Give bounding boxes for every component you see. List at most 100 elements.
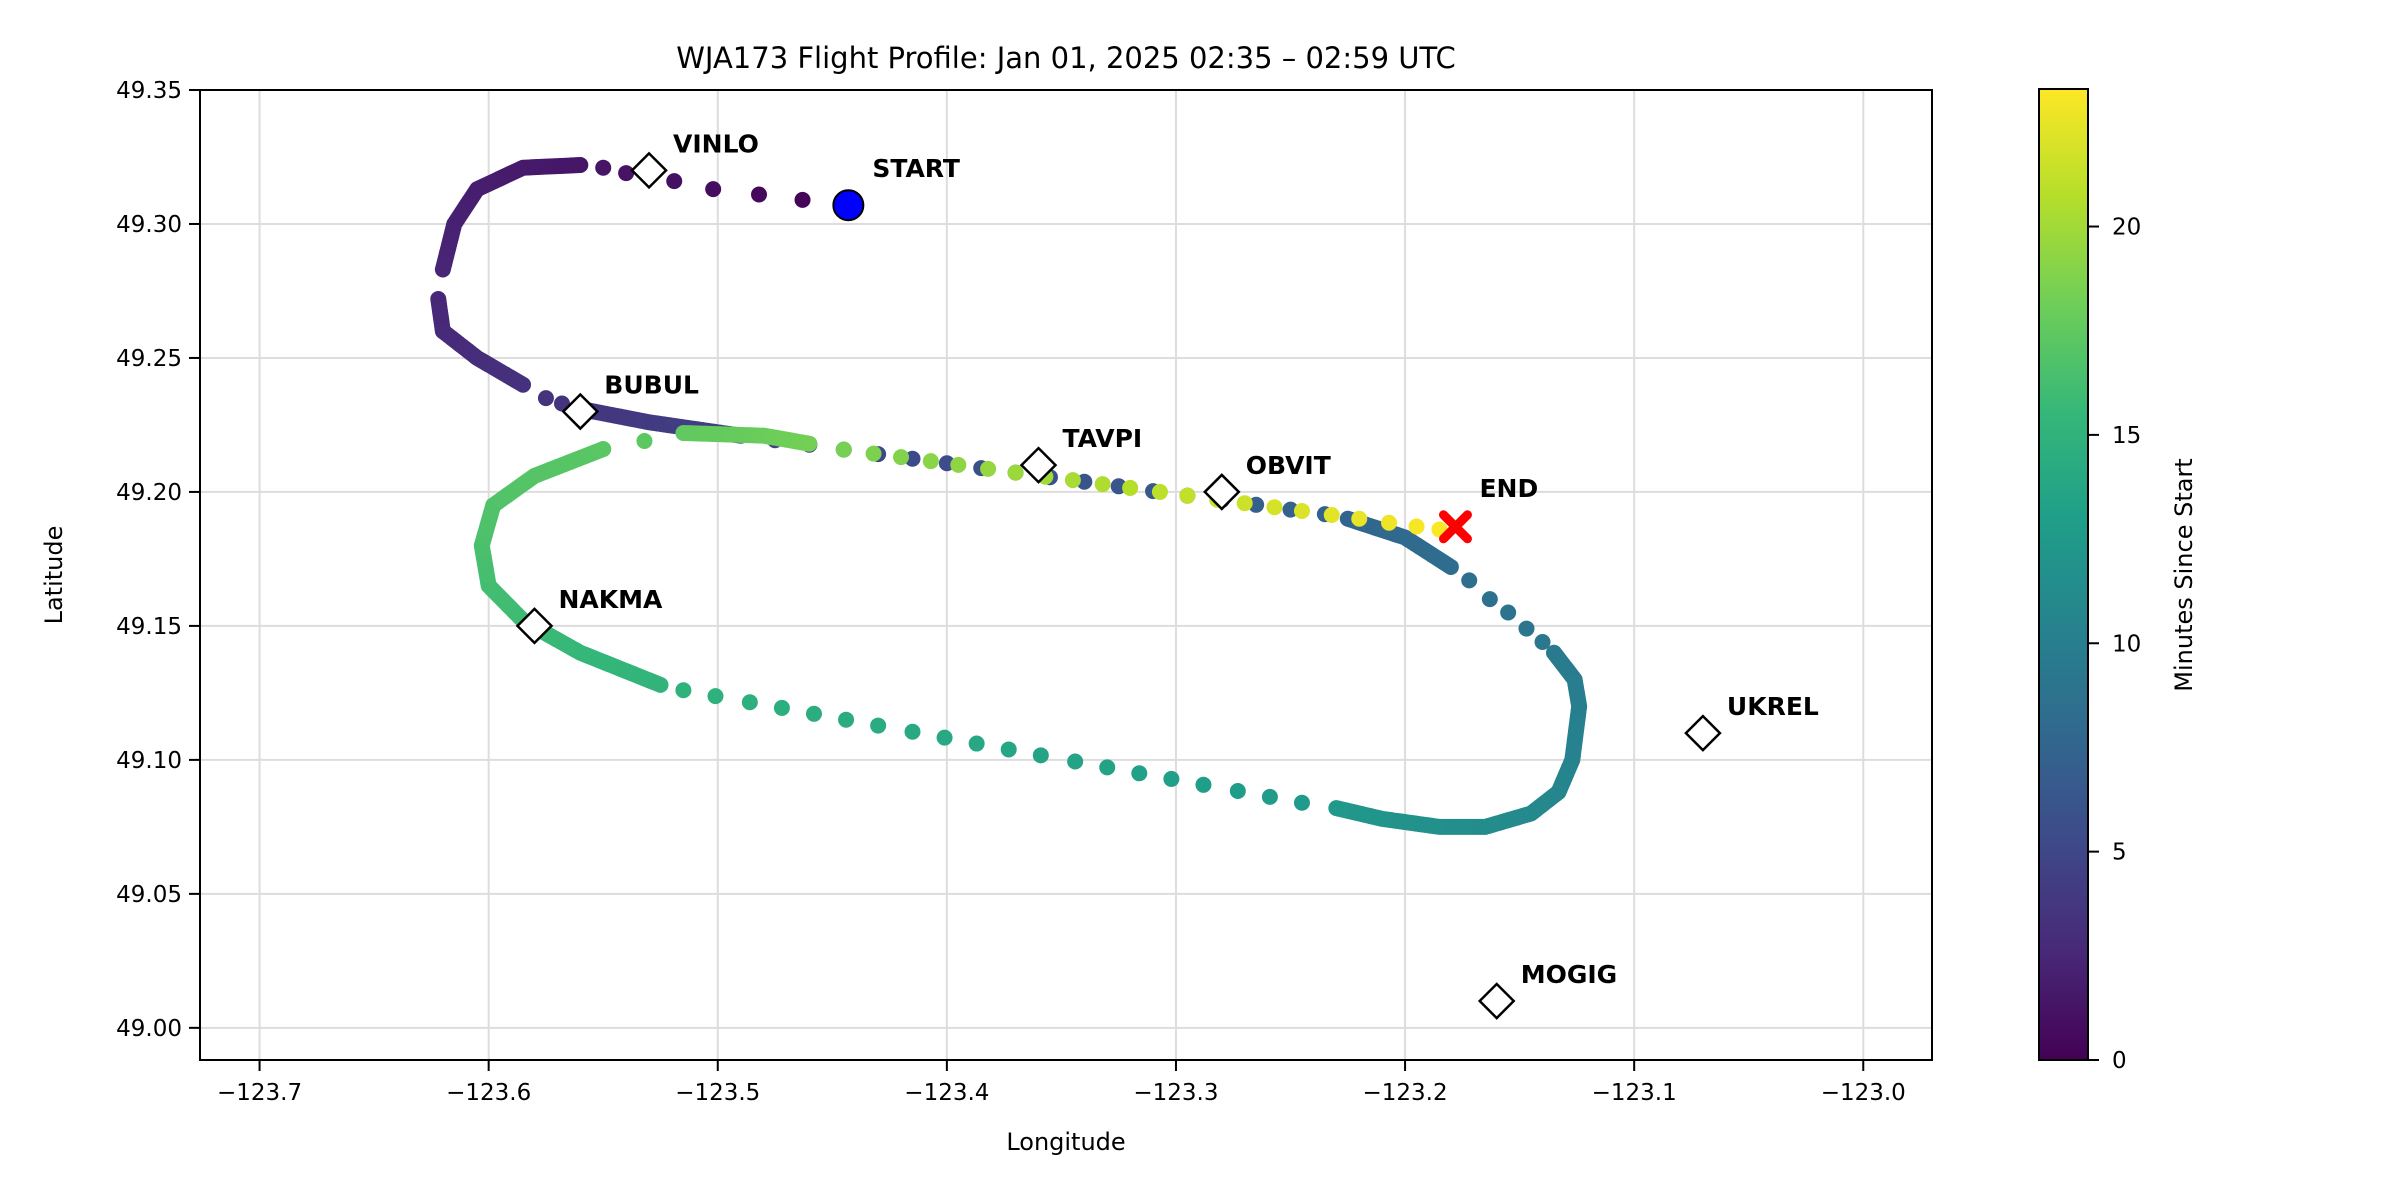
track-point <box>1481 591 1498 608</box>
y-axis: 49.00 49.05 49.10 49.15 49.20 49.25 49.30 49.35 <box>116 78 200 1042</box>
end-marker-x-icon <box>1438 510 1472 544</box>
track-point <box>1000 741 1017 758</box>
colorbar-gradient <box>2038 88 2089 1061</box>
waypoint-diamond-icon <box>630 151 668 190</box>
track-point <box>922 453 939 470</box>
colorbar: 0 5 10 15 20 Minutes Since Start <box>2038 88 2198 1074</box>
start-label: START <box>872 154 960 183</box>
track-point <box>537 390 554 407</box>
track-point <box>666 173 683 190</box>
y-tick-label: 49.00 <box>116 1016 182 1042</box>
waypoint-label: MOGIG <box>1521 960 1617 989</box>
track-point <box>870 717 887 734</box>
track-point <box>980 460 997 477</box>
track-point <box>950 456 967 473</box>
colorbar-tick-label: 10 <box>2112 631 2141 657</box>
track-point <box>1131 765 1148 782</box>
colorbar-label: Minutes Since Start <box>2170 458 2198 691</box>
track-point <box>1261 788 1278 805</box>
y-tick-label: 49.20 <box>116 480 182 506</box>
waypoint-diamond-icon <box>1684 714 1722 752</box>
track-point <box>741 694 758 711</box>
track-point <box>1032 747 1049 764</box>
track-point <box>1067 753 1084 770</box>
track-point <box>1293 794 1310 811</box>
grid <box>200 89 1932 1060</box>
track-point <box>1266 499 1283 516</box>
x-tick-label: −123.0 <box>1821 1080 1906 1106</box>
waypoint-label: TAVPI <box>1063 424 1143 453</box>
markers: VINLO BUBUL TAVPI OBVIT NAKMA UKREL MOGIG START… <box>515 129 1819 1020</box>
track-point <box>636 433 653 450</box>
y-tick-label: 49.10 <box>116 748 182 774</box>
x-tick-label: −123.5 <box>675 1080 760 1106</box>
track-point <box>1064 472 1081 489</box>
x-tick-label: −123.6 <box>446 1080 531 1106</box>
track-point <box>1534 633 1551 650</box>
colorbar-tick-label: 0 <box>2112 1048 2127 1074</box>
track-point <box>618 165 635 182</box>
track-point <box>705 181 722 198</box>
waypoint-label: BUBUL <box>604 371 699 400</box>
track-point <box>773 699 790 716</box>
track-point <box>1236 495 1253 512</box>
track-point <box>751 186 768 203</box>
waypoint-label: VINLO <box>673 129 759 158</box>
track-point <box>794 191 811 208</box>
colorbar-tick-label: 5 <box>2112 840 2127 866</box>
x-tick-label: −123.1 <box>1592 1080 1677 1106</box>
colorbar-tick-label: 20 <box>2112 215 2141 241</box>
track-point <box>1518 620 1535 637</box>
y-tick-label: 49.25 <box>116 346 182 372</box>
track-point <box>936 729 953 746</box>
track-point <box>968 735 985 752</box>
track-point <box>1099 759 1116 776</box>
track-point <box>1351 510 1368 527</box>
plot-frame <box>199 89 1933 1061</box>
x-axis-label: Longitude <box>1006 1128 1125 1156</box>
start-marker-icon <box>832 189 865 222</box>
x-tick-label: −123.7 <box>217 1080 302 1106</box>
track-point <box>1293 502 1310 519</box>
y-tick-label: 49.15 <box>116 614 182 640</box>
track-point <box>904 723 921 740</box>
track-point <box>838 711 855 728</box>
track-points <box>430 157 1588 835</box>
track-point <box>1179 487 1196 504</box>
track-point <box>1442 558 1459 575</box>
track-point <box>515 376 532 393</box>
track-point <box>1500 604 1517 621</box>
waypoint-diamond-icon <box>1019 446 1058 484</box>
track-point <box>801 435 818 452</box>
track-point <box>835 441 852 458</box>
waypoint-label: OBVIT <box>1246 451 1331 480</box>
track-point <box>675 682 692 699</box>
waypoint-label: UKREL <box>1727 692 1819 721</box>
track-point <box>805 705 822 722</box>
track-point <box>1381 514 1398 531</box>
track-point <box>1328 800 1345 817</box>
track-point <box>1323 506 1340 523</box>
track-point <box>865 445 882 462</box>
track-point <box>1461 572 1478 589</box>
track-point <box>1007 464 1024 481</box>
y-tick-label: 49.35 <box>116 78 182 104</box>
track-point <box>1094 476 1111 493</box>
y-axis-label: Latitude <box>40 526 68 625</box>
end-label: END <box>1479 474 1538 503</box>
x-tick-label: −123.3 <box>1133 1080 1218 1106</box>
track-point <box>434 261 451 278</box>
waypoint-label: NAKMA <box>558 585 663 614</box>
waypoint-diamond-icon <box>1203 473 1241 511</box>
track-point <box>1122 479 1139 496</box>
track-point <box>1151 483 1168 500</box>
end-marker-stroke <box>1438 510 1472 544</box>
x-tick-label: −123.4 <box>904 1080 989 1106</box>
track-point <box>1163 770 1180 787</box>
waypoint-diamond-icon <box>1477 982 1516 1020</box>
track-point <box>1229 782 1246 799</box>
waypoint-diamond-icon <box>515 607 554 645</box>
x-axis: −123.7 −123.6 −123.5 −123.4 −123.3 −123.2 −123… <box>217 1060 1906 1106</box>
x-tick-label: −123.2 <box>1363 1080 1448 1106</box>
